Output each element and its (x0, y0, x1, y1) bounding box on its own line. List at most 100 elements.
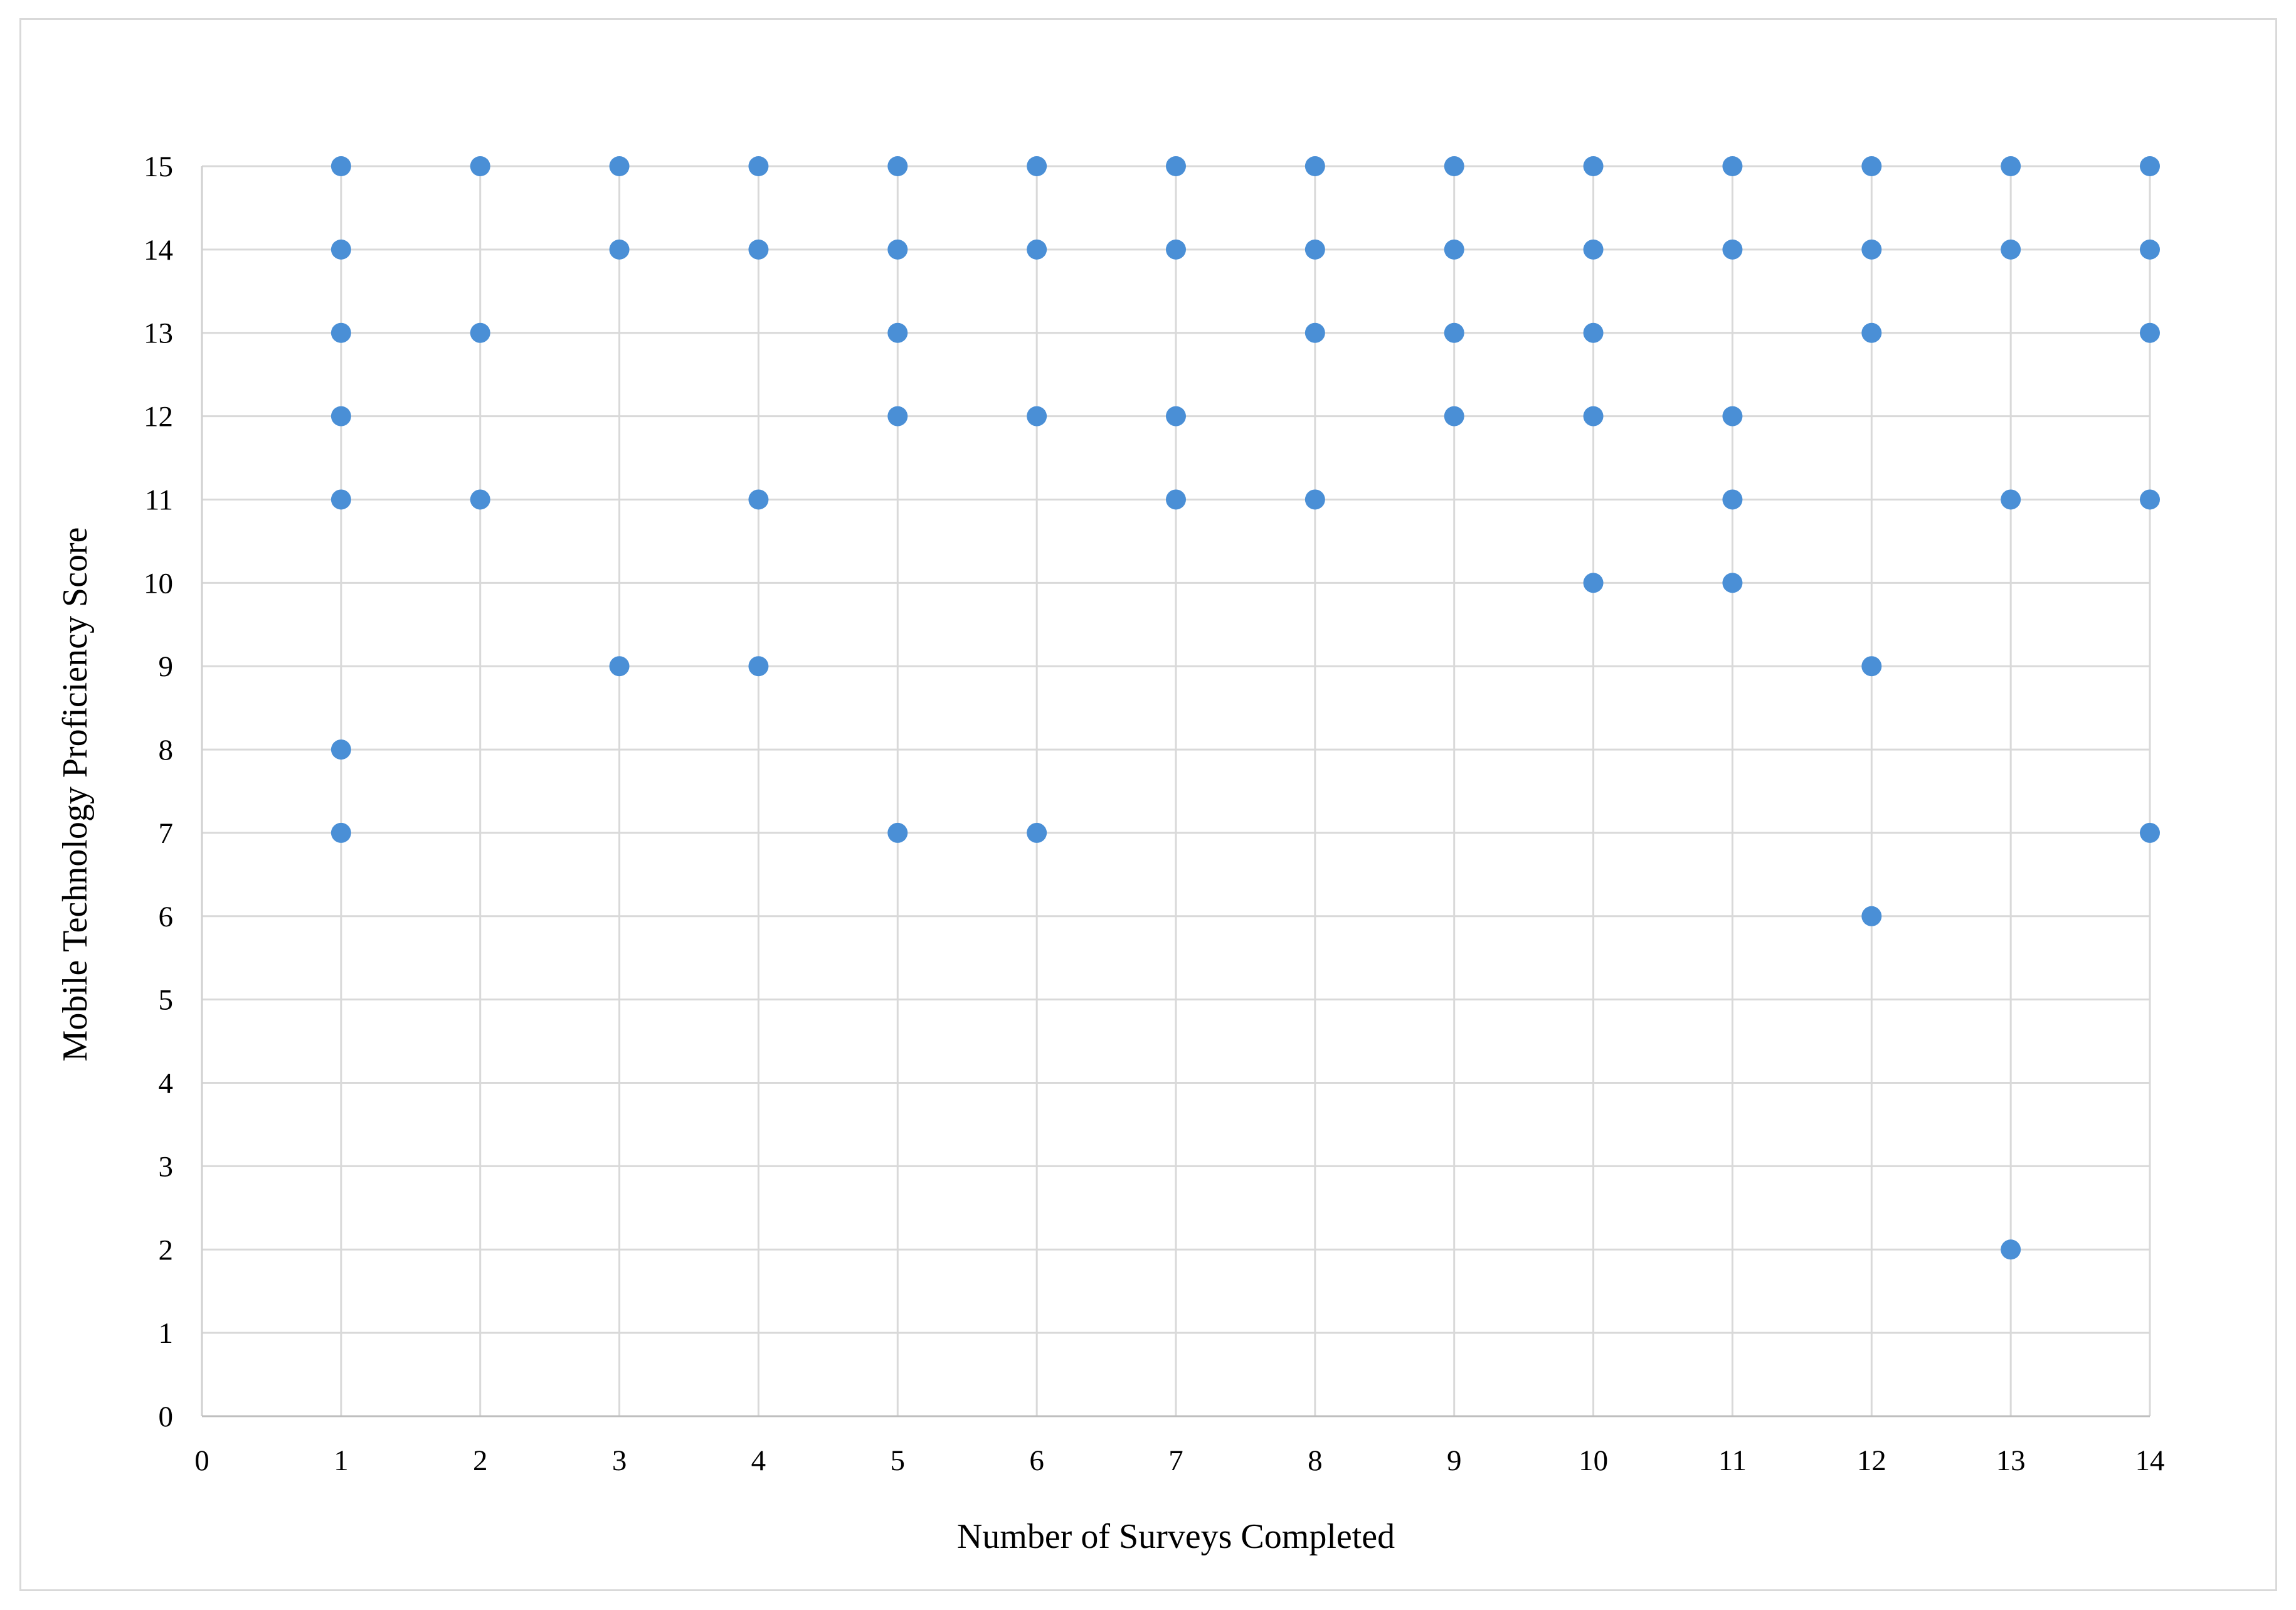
y-tick-label-4: 4 (159, 1067, 174, 1100)
data-point (1861, 656, 1882, 677)
y-tick-label-7: 7 (159, 817, 174, 850)
axes (201, 166, 2150, 1417)
data-point (1583, 406, 1604, 426)
data-point (331, 822, 351, 843)
data-point (609, 656, 630, 677)
data-point (1027, 239, 1047, 260)
data-point (1583, 573, 1604, 593)
y-tick-label-2: 2 (159, 1234, 174, 1266)
x-tick-label-0: 0 (194, 1444, 209, 1477)
y-tick-label-10: 10 (144, 567, 173, 600)
x-axis-title: Number of Surveys Completed (957, 1517, 1395, 1556)
data-point (470, 156, 490, 176)
data-point (2140, 156, 2160, 176)
x-tick-label-13: 13 (1996, 1444, 2026, 1477)
y-tick-label-5: 5 (159, 984, 174, 1017)
data-point (331, 156, 351, 176)
x-tick-label-7: 7 (1168, 1444, 1183, 1477)
data-point (748, 156, 769, 176)
data-point (1722, 573, 1743, 593)
data-point (1304, 489, 1325, 510)
data-point (2001, 156, 2021, 176)
data-point (748, 239, 769, 260)
data-point (887, 406, 908, 426)
data-point (331, 739, 351, 760)
data-point (1722, 489, 1743, 510)
data-point (1304, 239, 1325, 260)
data-point (1444, 322, 1464, 343)
x-tick-label-4: 4 (751, 1444, 766, 1477)
data-point (331, 322, 351, 343)
x-tick-label-1: 1 (334, 1444, 349, 1477)
data-point (1166, 156, 1186, 176)
data-point (1027, 406, 1047, 426)
data-point (2001, 489, 2021, 510)
data-point (1722, 406, 1743, 426)
data-point (1722, 239, 1743, 260)
data-point (609, 239, 630, 260)
y-tick-label-1: 1 (159, 1317, 174, 1350)
data-point (1583, 239, 1604, 260)
x-tick-label-10: 10 (1579, 1444, 1608, 1477)
y-tick-label-14: 14 (144, 234, 173, 267)
data-point (470, 489, 490, 510)
data-point (1583, 156, 1604, 176)
data-point (1304, 322, 1325, 343)
x-tick-label-3: 3 (612, 1444, 627, 1477)
x-tick-label-5: 5 (891, 1444, 906, 1477)
y-tick-label-13: 13 (144, 317, 173, 350)
data-point (887, 322, 908, 343)
data-point (887, 239, 908, 260)
data-point (2140, 322, 2160, 343)
x-tick-label-9: 9 (1447, 1444, 1462, 1477)
data-point (1861, 322, 1882, 343)
x-tick-label-2: 2 (473, 1444, 488, 1477)
x-tick-label-12: 12 (1857, 1444, 1886, 1477)
data-point (1166, 489, 1186, 510)
data-point (1583, 322, 1604, 343)
y-tick-label-12: 12 (144, 401, 173, 433)
x-tick-label-6: 6 (1029, 1444, 1044, 1477)
data-point (1027, 156, 1047, 176)
data-point (1861, 156, 1882, 176)
data-point (1444, 239, 1464, 260)
data-point (748, 489, 769, 510)
grid (202, 165, 2151, 1416)
x-tick-label-14: 14 (2135, 1444, 2165, 1477)
data-point (470, 322, 490, 343)
data-point (1166, 239, 1186, 260)
y-tick-label-0: 0 (159, 1401, 174, 1433)
x-tick-label-8: 8 (1308, 1444, 1323, 1477)
x-tick-label-11: 11 (1718, 1444, 1747, 1477)
y-tick-label-9: 9 (159, 650, 174, 683)
data-point (1722, 156, 1743, 176)
chart-frame (19, 18, 2277, 1591)
data-point (887, 822, 908, 843)
data-point (1444, 406, 1464, 426)
data-point (1861, 906, 1882, 926)
y-tick-label-15: 15 (144, 151, 173, 183)
data-point (748, 656, 769, 677)
y-tick-label-8: 8 (159, 734, 174, 766)
data-point (1166, 406, 1186, 426)
data-point (2140, 822, 2160, 843)
data-point (609, 156, 630, 176)
data-point (1027, 822, 1047, 843)
data-points (331, 156, 2160, 1260)
data-point (2001, 239, 2021, 260)
data-point (887, 156, 908, 176)
data-point (2001, 1239, 2021, 1260)
y-tick-label-3: 3 (159, 1150, 174, 1183)
y-tick-label-11: 11 (145, 484, 173, 516)
data-point (2140, 239, 2160, 260)
data-point (331, 489, 351, 510)
y-axis-title: Mobile Technology Proficiency Score (56, 527, 95, 1062)
data-point (331, 406, 351, 426)
data-point (2140, 489, 2160, 510)
data-point (331, 239, 351, 260)
data-point (1444, 156, 1464, 176)
data-point (1304, 156, 1325, 176)
data-point (1861, 239, 1882, 260)
